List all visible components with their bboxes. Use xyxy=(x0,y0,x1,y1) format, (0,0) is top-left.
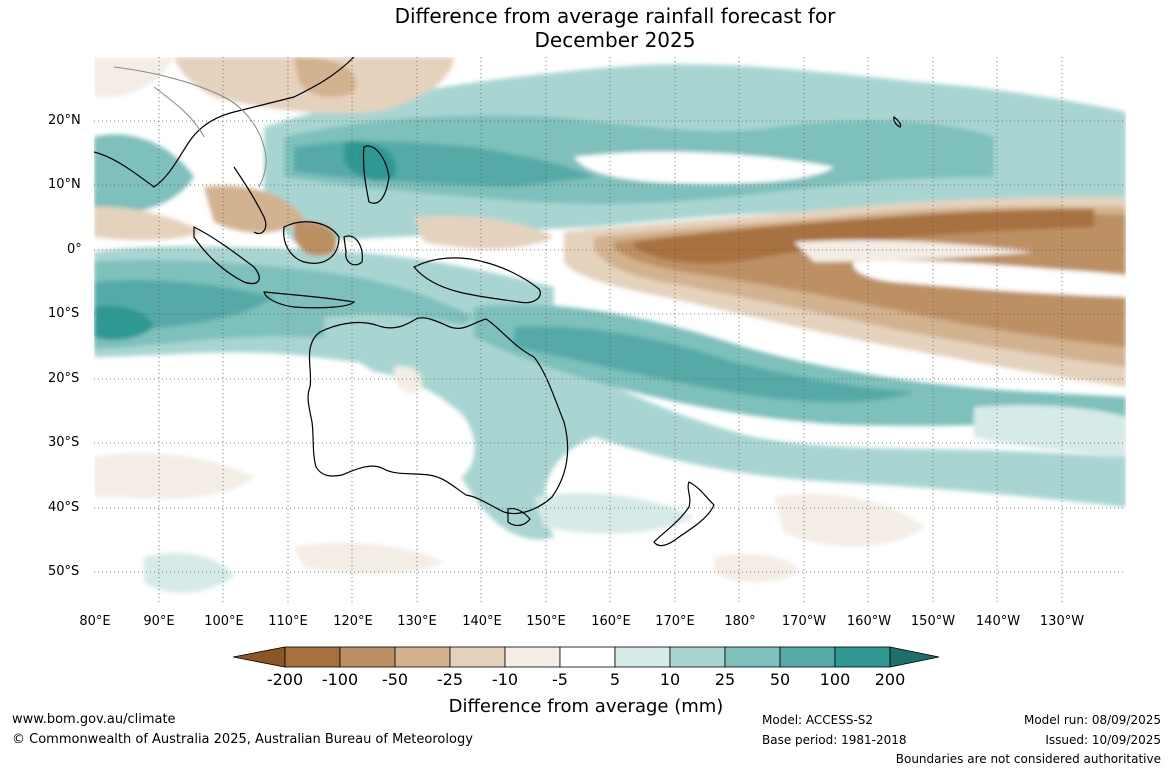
malay-peninsula-outline xyxy=(233,166,267,235)
lon-label-140w: 140°W xyxy=(975,614,1021,629)
model-name: Model: ACCESS-S2 xyxy=(762,713,874,727)
country-borders xyxy=(113,66,267,188)
lat-label-20n: 20°N xyxy=(48,113,81,128)
issued-date: Issued: 10/09/2025 xyxy=(1045,733,1161,747)
lon-label-140e: 140°E xyxy=(462,614,502,629)
colorbar-bin-10-25 xyxy=(669,646,726,668)
coastlines xyxy=(94,57,902,547)
website-link[interactable]: www.bom.gov.au/climate xyxy=(12,712,176,727)
anomaly-shading xyxy=(94,57,1126,593)
colorbar-extend-low xyxy=(232,646,286,668)
colorbar-swatches xyxy=(232,646,940,668)
map-title: Difference from average rainfall forecas… xyxy=(0,4,1173,52)
lon-label-90e: 90°E xyxy=(143,614,175,629)
colorbar-tick: 10 xyxy=(659,670,681,689)
colorbar-bin-n10-n5 xyxy=(504,646,561,668)
colorbar-tick: 5 xyxy=(609,670,621,689)
philippines-outline xyxy=(362,145,390,204)
borneo-outline xyxy=(283,221,340,264)
colorbar-tick: -25 xyxy=(436,670,464,689)
hawaii-outline xyxy=(893,115,902,128)
new-guinea-outline xyxy=(413,257,541,304)
lon-label-120e: 120°E xyxy=(333,614,373,629)
colorbar-bin-50-100 xyxy=(779,646,836,668)
lon-label-150w: 150°W xyxy=(910,614,956,629)
java-outline xyxy=(263,291,356,309)
colorbar-bin-n200-n100 xyxy=(284,646,341,668)
lon-label-110e: 110°E xyxy=(268,614,308,629)
rainfall-anomaly-map xyxy=(94,57,1126,605)
copyright-text: © Commonwealth of Australia 2025, Austra… xyxy=(12,732,473,747)
colorbar-tick: -10 xyxy=(491,670,519,689)
lat-label-20s: 20°S xyxy=(48,371,80,386)
asia-coastline xyxy=(94,57,355,188)
colorbar-tick: -100 xyxy=(321,670,359,689)
lon-label-160w: 160°W xyxy=(846,614,892,629)
colorbar-extend-high xyxy=(889,646,940,668)
colorbar-bin-100-200 xyxy=(834,646,891,668)
title-line-2: December 2025 xyxy=(534,28,696,52)
lat-label-10s: 10°S xyxy=(48,306,80,321)
lon-label-80e: 80°E xyxy=(79,614,111,629)
colorbar-bin-n100-n50 xyxy=(339,646,396,668)
lat-label-30s: 30°S xyxy=(48,435,80,450)
boundaries-disclaimer: Boundaries are not considered authoritat… xyxy=(895,752,1161,766)
lat-label-10n: 10°N xyxy=(48,177,81,192)
model-run-date: Model run: 08/09/2025 xyxy=(1023,713,1161,727)
colorbar-tick: -50 xyxy=(381,670,409,689)
colorbar-tick: -5 xyxy=(552,670,568,689)
new-zealand-outline xyxy=(653,481,715,547)
colorbar-bin-5-10 xyxy=(614,646,671,668)
colorbar-tick: -200 xyxy=(266,670,304,689)
lon-label-160e: 160°E xyxy=(591,614,631,629)
sumatra-outline xyxy=(193,226,260,285)
lat-label-equator: 0° xyxy=(67,242,82,257)
lat-label-40s: 40°S xyxy=(48,500,80,515)
lon-label-150e: 150°E xyxy=(526,614,566,629)
graticule xyxy=(94,57,1126,605)
colorbar-bin-n5-5 xyxy=(559,646,616,668)
colorbar-tick: 25 xyxy=(714,670,736,689)
lat-label-50s: 50°S xyxy=(48,564,80,579)
colorbar-tick: 200 xyxy=(874,670,906,689)
sulawesi-outline xyxy=(343,235,363,266)
lon-label-130w: 130°W xyxy=(1039,614,1085,629)
colorbar-label: Difference from average (mm) xyxy=(448,696,724,717)
base-period: Base period: 1981-2018 xyxy=(762,733,907,747)
australia-outline xyxy=(307,317,569,515)
map-canvas xyxy=(94,57,1126,605)
tasmania-outline xyxy=(507,507,531,526)
lon-label-100e: 100°E xyxy=(204,614,244,629)
colorbar-bin-n25-n10 xyxy=(449,646,506,668)
colorbar-tick: 100 xyxy=(819,670,851,689)
lon-label-130e: 130°E xyxy=(397,614,437,629)
colorbar-tick: 50 xyxy=(769,670,791,689)
colorbar xyxy=(232,646,941,672)
colorbar-bin-n50-n25 xyxy=(394,646,451,668)
lon-label-170e: 170°E xyxy=(655,614,695,629)
colorbar-bin-25-50 xyxy=(724,646,781,668)
lon-label-170w: 170°W xyxy=(781,614,827,629)
lon-label-180: 180° xyxy=(724,614,756,629)
title-line-1: Difference from average rainfall forecas… xyxy=(394,4,836,28)
